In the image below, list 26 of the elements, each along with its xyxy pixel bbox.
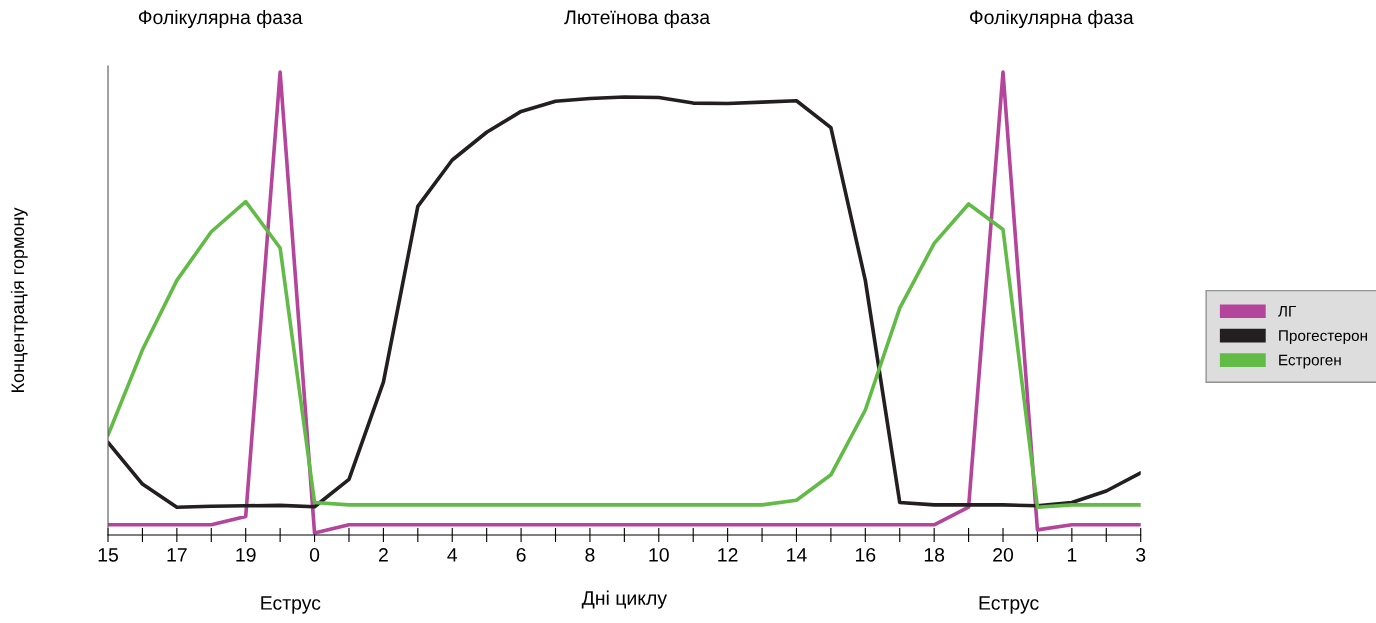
x-tick-label: 14 (787, 548, 807, 562)
x-tick-label: 17 (167, 548, 187, 562)
text: Фолікулярна фаза (969, 9, 1134, 29)
x-tick-label: 4 (447, 548, 458, 562)
x-tick-label: 2 (378, 547, 388, 562)
text: Еструс (979, 596, 1039, 614)
x-tick-label: 12 (718, 547, 738, 562)
x-tick-label: 16 (855, 547, 876, 562)
x-tick-label: 20 (993, 547, 1014, 562)
x-axis-title: Дні циклу (581, 590, 668, 609)
x-tick-label: 10 (649, 547, 669, 562)
legend-label: Естроген (1279, 354, 1341, 369)
legend-label: Прогестерон (1279, 330, 1367, 345)
x-tick-label: 3 (1136, 547, 1146, 562)
text: Лютеїнова фаза (564, 9, 711, 29)
text: Еструс (261, 596, 321, 614)
x-tick-label: 19 (236, 547, 256, 562)
x-tick-label: 8 (585, 547, 595, 562)
x-tick-label: 15 (98, 548, 119, 562)
y-axis-title: Концентрація гормону (10, 207, 28, 392)
x-tick-label: 1 (1067, 548, 1077, 562)
text: Фолікулярна фаза (138, 9, 303, 29)
legend-label: ЛГ (1278, 305, 1296, 317)
x-tick-label: 0 (309, 547, 320, 562)
x-tick-label: 6 (516, 547, 526, 562)
x-tick-label: 18 (924, 547, 945, 562)
